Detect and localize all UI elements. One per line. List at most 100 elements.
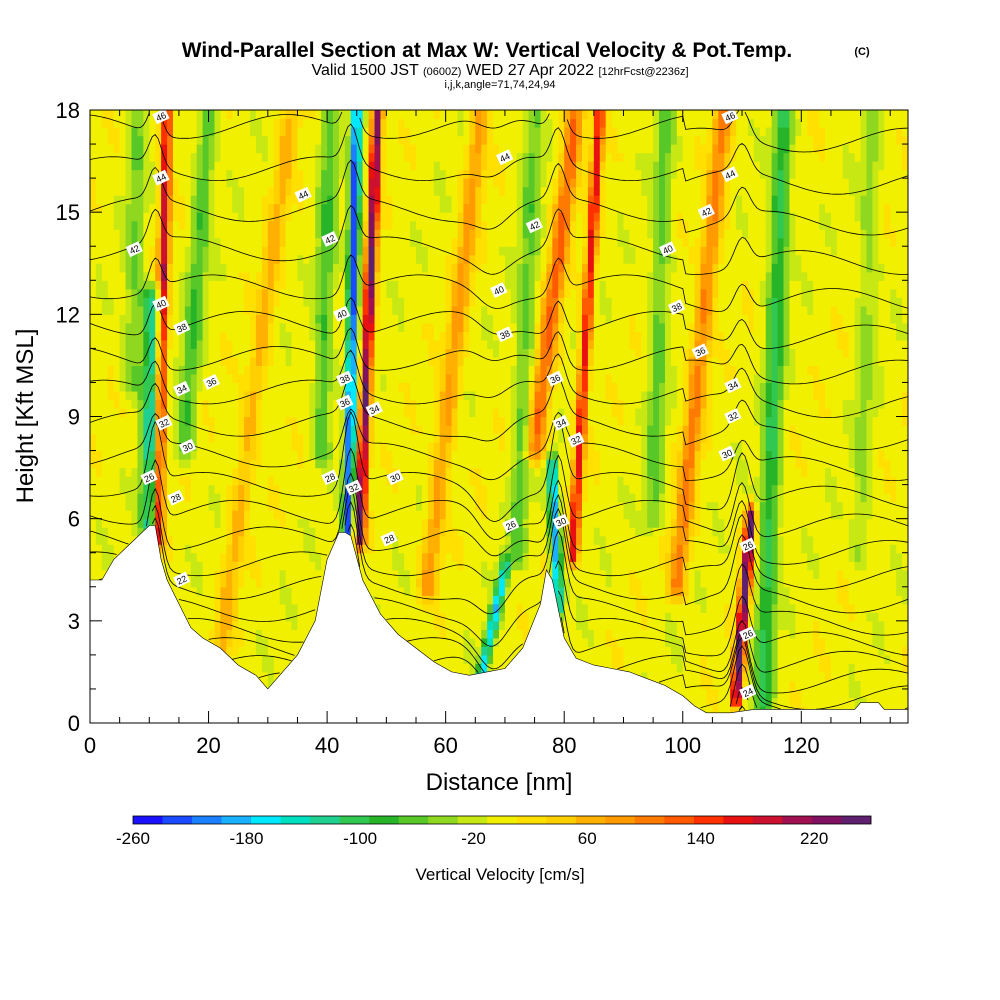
- velocity-cell: [95, 373, 103, 384]
- velocity-cell: [416, 161, 423, 171]
- velocity-cell: [439, 314, 447, 324]
- velocity-cell: [184, 595, 192, 605]
- velocity-cell: [255, 229, 263, 239]
- velocity-cell: [178, 237, 186, 247]
- velocity-cell: [214, 518, 222, 528]
- velocity-cell: [386, 169, 393, 179]
- velocity-cell: [226, 450, 233, 460]
- velocity-cell: [267, 663, 275, 673]
- velocity-cell: [386, 484, 393, 494]
- velocity-cell: [410, 612, 417, 622]
- velocity-cell: [404, 561, 411, 571]
- velocity-cell: [416, 578, 423, 588]
- velocity-cell: [493, 297, 500, 307]
- velocity-cell: [250, 186, 257, 196]
- velocity-cell: [279, 442, 287, 452]
- velocity-cell: [493, 135, 500, 145]
- velocity-cell: [178, 314, 186, 324]
- velocity-cell: [481, 620, 488, 630]
- velocity-cell: [451, 620, 459, 630]
- velocity-cell: [362, 314, 370, 324]
- velocity-cell: [404, 518, 411, 528]
- velocity-cell: [338, 382, 346, 392]
- velocity-cell: [368, 493, 376, 503]
- velocity-cell: [214, 442, 222, 452]
- velocity-cell: [457, 467, 465, 477]
- velocity-cell: [95, 314, 103, 324]
- velocity-cell: [95, 569, 103, 579]
- velocity-cell: [143, 399, 150, 409]
- velocity-cell: [285, 620, 293, 630]
- velocity-cell: [338, 493, 346, 503]
- velocity-cell: [172, 527, 180, 537]
- velocity-cell: [95, 178, 103, 188]
- velocity-cell: [350, 305, 358, 315]
- velocity-cell: [421, 186, 429, 196]
- velocity-cell: [167, 339, 174, 349]
- velocity-cell: [475, 467, 482, 477]
- velocity-cell: [107, 203, 115, 213]
- velocity-cell: [315, 220, 322, 230]
- velocity-cell: [404, 314, 411, 324]
- velocity-cell: [368, 220, 376, 230]
- velocity-cell: [261, 620, 269, 630]
- velocity-cell: [172, 339, 180, 349]
- velocity-cell: [333, 322, 340, 332]
- velocity-cell: [238, 237, 245, 247]
- velocity-cell: [131, 152, 139, 162]
- velocity-cell: [451, 135, 459, 145]
- velocity-cell: [125, 339, 133, 349]
- velocity-cell: [439, 297, 447, 307]
- velocity-cell: [333, 271, 340, 281]
- velocity-cell: [190, 450, 198, 460]
- velocity-cell: [279, 450, 287, 460]
- velocity-cell: [445, 416, 453, 426]
- velocity-cell: [427, 527, 435, 537]
- velocity-cell: [356, 169, 364, 179]
- velocity-cell: [261, 110, 269, 120]
- velocity-cell: [178, 535, 186, 545]
- velocity-cell: [178, 407, 186, 418]
- velocity-cell: [167, 118, 174, 128]
- chart-title: Wind-Parallel Section at Max W: Vertical…: [182, 39, 793, 62]
- velocity-cell: [410, 203, 417, 213]
- velocity-cell: [125, 322, 133, 332]
- velocity-cell: [279, 195, 287, 205]
- velocity-cell: [196, 433, 204, 443]
- velocity-cell: [208, 578, 216, 588]
- velocity-cell: [380, 195, 387, 205]
- velocity-cell: [457, 603, 465, 613]
- velocity-cell: [267, 561, 275, 571]
- velocity-cell: [131, 288, 139, 298]
- velocity-cell: [244, 407, 251, 418]
- velocity-cell: [493, 212, 500, 222]
- velocity-cell: [107, 314, 115, 324]
- velocity-cell: [463, 646, 470, 656]
- velocity-cell: [178, 527, 186, 537]
- velocity-cell: [131, 229, 139, 239]
- velocity-cell: [155, 339, 162, 349]
- velocity-cell: [350, 288, 358, 298]
- velocity-cell: [427, 518, 435, 528]
- velocity-cell: [273, 229, 281, 239]
- velocity-cell: [475, 229, 482, 239]
- velocity-cell: [380, 297, 387, 307]
- velocity-cell: [232, 212, 239, 222]
- velocity-cell: [463, 254, 470, 264]
- velocity-cell: [267, 442, 275, 452]
- velocity-cell: [190, 195, 198, 205]
- velocity-cell: [451, 339, 459, 349]
- velocity-cell: [279, 561, 287, 571]
- velocity-cell: [380, 595, 387, 605]
- velocity-cell: [309, 314, 316, 324]
- velocity-cell: [161, 246, 168, 256]
- velocity-cell: [404, 535, 411, 545]
- velocity-cell: [172, 220, 180, 230]
- velocity-cell: [374, 476, 382, 486]
- velocity-cell: [291, 305, 299, 315]
- velocity-cell: [291, 331, 299, 341]
- velocity-cell: [368, 297, 376, 307]
- velocity-cell: [374, 263, 382, 273]
- velocity-cell: [137, 110, 144, 120]
- velocity-cell: [208, 271, 216, 281]
